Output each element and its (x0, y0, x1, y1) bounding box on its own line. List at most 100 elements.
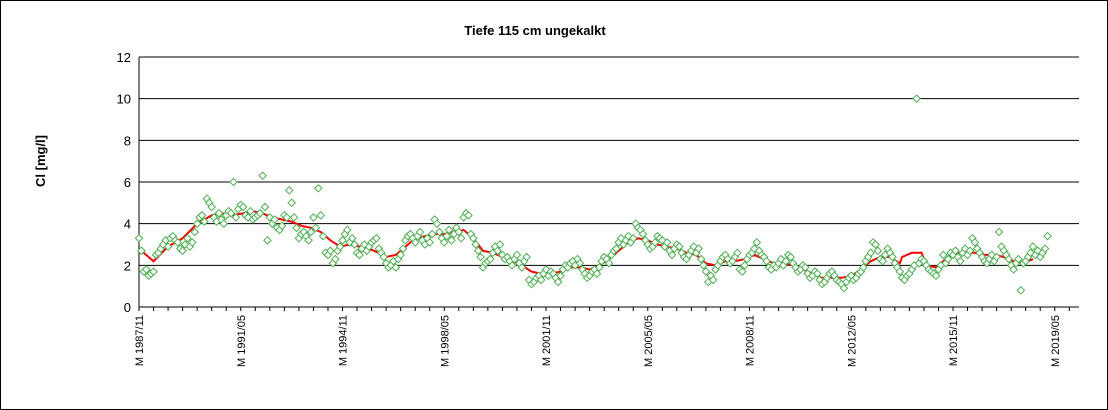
data-point (410, 238, 420, 247)
x-tick-label: M 1991/05 (236, 315, 248, 367)
data-point (318, 231, 328, 241)
y-tick-label: 0 (124, 300, 131, 315)
data-point (556, 271, 565, 281)
data-point (955, 256, 965, 266)
data-point (517, 263, 527, 272)
data-point (309, 213, 318, 222)
data-point (895, 267, 905, 276)
y-tick-label: 8 (124, 133, 131, 148)
data-point (592, 269, 602, 278)
data-point (219, 219, 229, 228)
data-point (1026, 248, 1035, 258)
y-tick-label: 10 (117, 92, 131, 107)
data-point (762, 256, 771, 266)
data-point (306, 227, 316, 237)
x-tick-label: M 2001/11 (541, 315, 553, 366)
grid-lines (139, 56, 1079, 266)
data-point (178, 246, 187, 256)
data-point (265, 213, 275, 222)
data-point (282, 213, 292, 222)
data-point (951, 246, 960, 256)
data-point (350, 240, 359, 249)
data-point (536, 275, 546, 285)
x-tick-label: M 1994/11 (338, 315, 350, 366)
data-point (246, 206, 255, 216)
data-point (866, 248, 875, 258)
data-point (360, 240, 369, 249)
y-tick-label: 4 (124, 217, 131, 232)
data-point (786, 252, 796, 262)
data-point (316, 211, 326, 220)
data-point (396, 250, 405, 260)
data-point (871, 240, 880, 249)
data-point (781, 256, 791, 266)
data-point (628, 233, 638, 243)
data-point (1028, 242, 1038, 251)
data-point (289, 213, 299, 222)
data-point (447, 236, 456, 245)
data-point (187, 238, 197, 247)
chart-title: Tiefe 115 cm ungekalkt (464, 23, 606, 38)
data-point (611, 244, 621, 253)
data-point (207, 202, 216, 212)
data-point (1033, 246, 1043, 256)
data-point (888, 252, 897, 262)
data-point (347, 233, 357, 243)
data-point (696, 254, 706, 264)
x-tick-label: M 2015/11 (948, 315, 960, 366)
data-point (238, 202, 248, 212)
data-point (873, 246, 883, 256)
data-point (391, 263, 401, 272)
data-point (134, 233, 144, 243)
data-point (311, 223, 321, 233)
data-point (432, 219, 442, 228)
data-point (444, 225, 454, 235)
data-point (650, 238, 660, 247)
x-axis (138, 57, 1079, 311)
data-point (287, 198, 296, 208)
data-point (398, 244, 408, 253)
y-tick-label: 12 (117, 50, 131, 65)
data-point (379, 252, 388, 262)
data-point (183, 233, 192, 243)
data-point (427, 229, 437, 239)
data-point (813, 269, 822, 278)
data-point (992, 252, 1001, 262)
data-point (229, 177, 238, 187)
data-point (1040, 244, 1050, 253)
data-point (604, 258, 614, 268)
data-point (1016, 286, 1026, 295)
data-point (226, 208, 236, 218)
data-point (258, 171, 267, 181)
data-point (752, 238, 762, 247)
data-point (694, 244, 703, 253)
data-point (522, 252, 531, 262)
data-point (464, 211, 473, 220)
data-point (338, 236, 347, 245)
data-point (740, 261, 749, 270)
x-tick-label: M 2008/11 (745, 315, 757, 366)
data-point (425, 238, 435, 247)
data-point (1009, 265, 1018, 274)
data-point (137, 246, 146, 256)
data-point (674, 242, 684, 251)
data-point (469, 233, 478, 243)
data-point (335, 242, 345, 251)
data-point (163, 242, 173, 251)
data-point (192, 219, 202, 228)
marker-series (134, 94, 1052, 295)
data-point (141, 265, 151, 274)
data-point (737, 267, 747, 276)
data-point (1014, 254, 1023, 264)
data-point (292, 223, 301, 233)
data-point (277, 221, 287, 231)
data-point (595, 263, 604, 272)
data-point (1043, 231, 1052, 241)
data-point (667, 250, 677, 260)
data-point (493, 246, 502, 256)
data-point (326, 246, 335, 256)
data-point (708, 275, 718, 285)
data-point (512, 250, 522, 260)
data-point (231, 213, 241, 222)
data-point (456, 233, 466, 243)
